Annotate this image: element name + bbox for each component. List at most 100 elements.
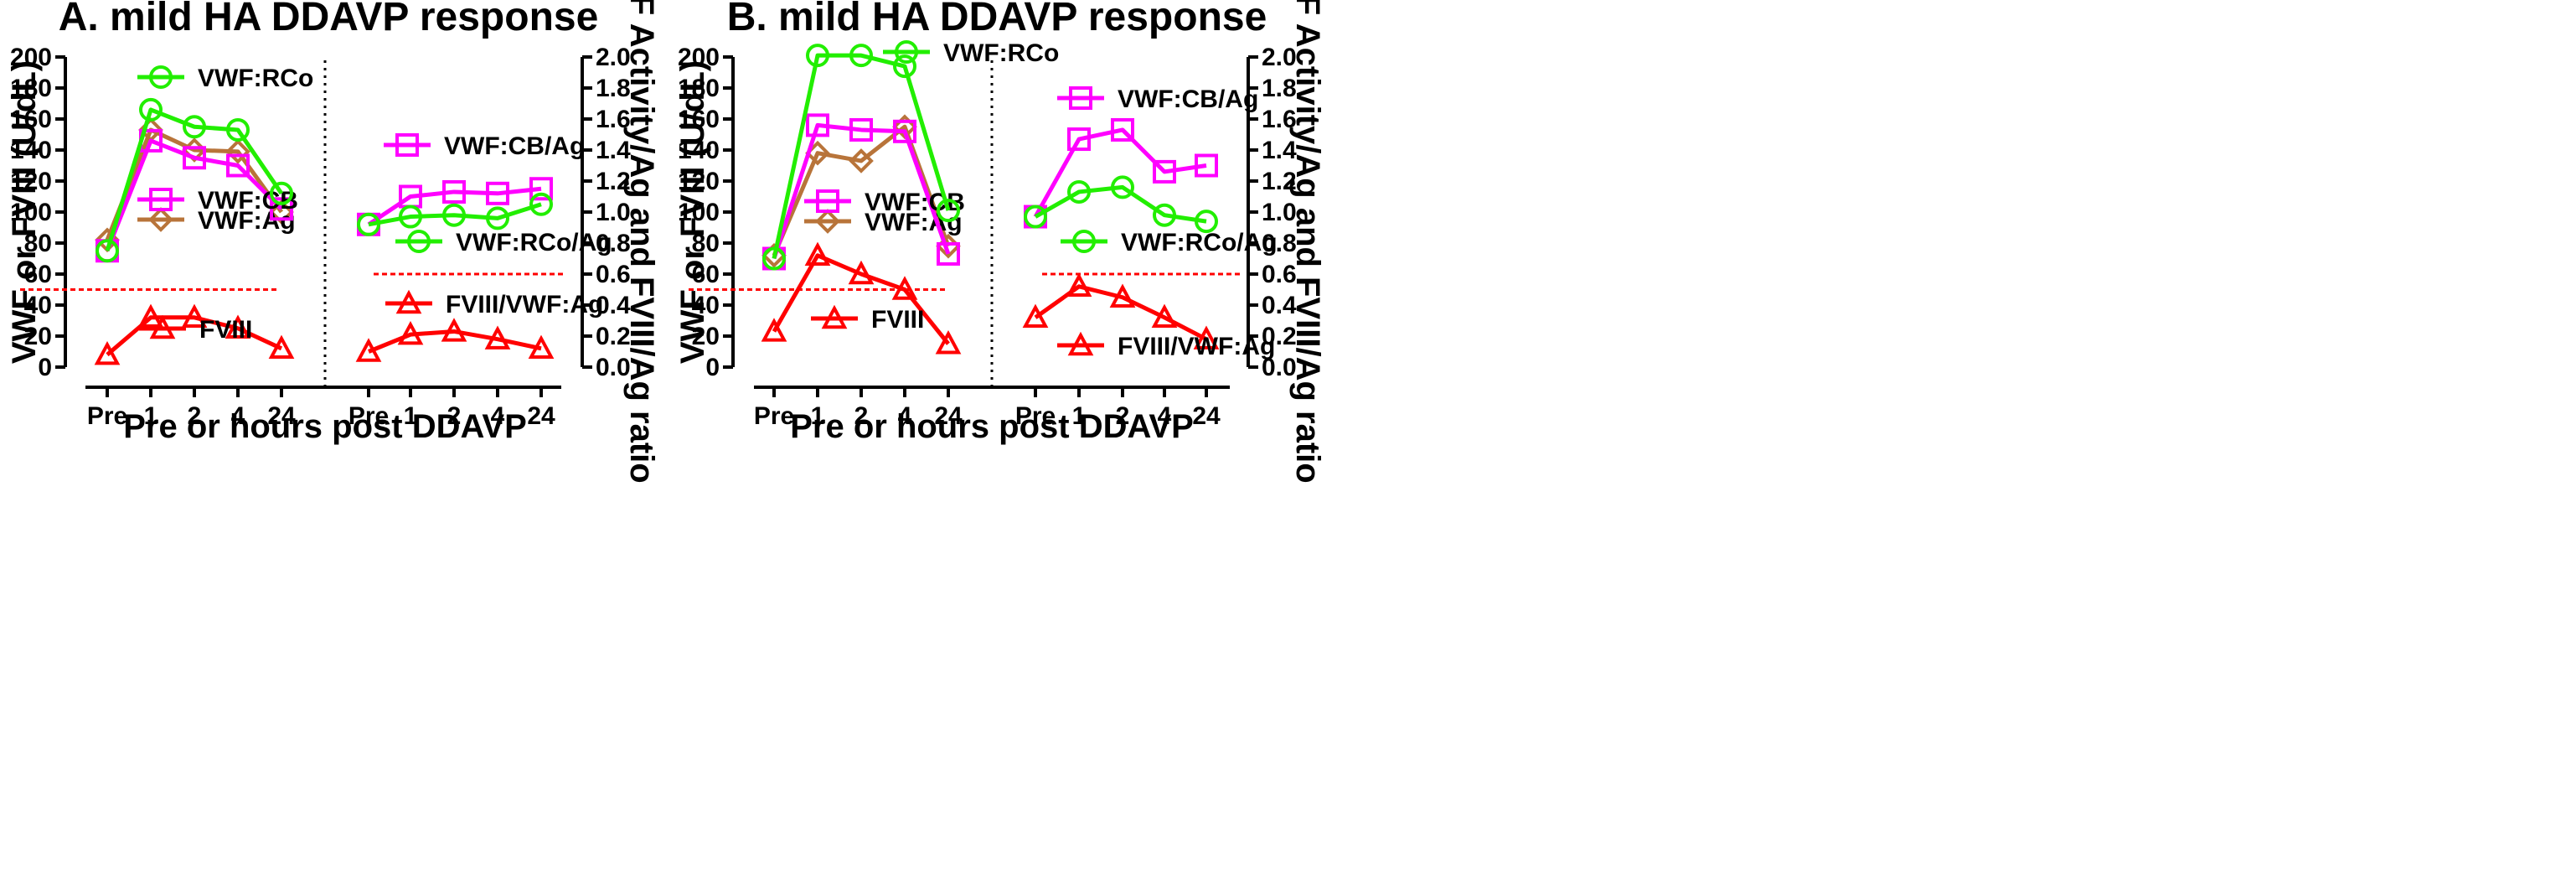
series-line-vwf-cb-ag — [1033, 127, 1207, 218]
legend-entry-vwf-rco: VWF:RCo — [883, 39, 1059, 67]
series-line-vwf-rco — [772, 53, 951, 260]
data-point-fviii-vwf-ag — [528, 334, 555, 359]
x-tick-label: 1 — [811, 402, 825, 430]
data-point-fviii-vwf-ag — [441, 318, 467, 342]
left-tick-label: 40 — [24, 292, 52, 319]
x-tick-label: 2 — [447, 402, 462, 430]
data-point-fviii-vwf-ag — [484, 325, 511, 349]
left-tick-label: 140 — [678, 137, 720, 164]
data-point-fviii — [137, 303, 164, 328]
legend-label: VWF:CB/Ag — [444, 132, 585, 160]
right-tick-label: 0.0 — [1262, 354, 1297, 381]
data-point-vwf-rco — [762, 246, 786, 271]
legend-label: FVIII — [199, 316, 252, 344]
series-line-fviii — [772, 253, 950, 345]
series-line-vwf-rco-ag — [368, 202, 542, 227]
legend-entry-vwf-cb-ag: VWF:CB/Ag — [1057, 85, 1258, 113]
series-line-vwf-rco — [105, 107, 284, 251]
data-point-vwf-rco-ag — [357, 212, 380, 236]
data-point-vwf-cb-ag — [486, 181, 509, 205]
data-point-fviii — [225, 314, 251, 339]
legend-marker — [395, 133, 419, 157]
series-line-vwf-rco-ag — [1034, 184, 1207, 224]
x-tick-label: Pre — [1015, 402, 1056, 430]
right-tick-label: 0.4 — [1262, 292, 1297, 319]
legend-marker — [1072, 230, 1096, 253]
chart-panel-a: A. mild HA DDAVP response020406080100120… — [6, 0, 660, 484]
left-tick-label: 100 — [10, 199, 52, 226]
right-tick-label: 1.4 — [1262, 137, 1297, 164]
data-point-vwf-ag — [269, 199, 294, 225]
legend-marker — [1067, 331, 1094, 356]
series-vwf-rco-ag — [1024, 175, 1218, 234]
data-point-fviii-vwf-ag — [1151, 303, 1178, 328]
chart-title: B. mild HA DDAVP response — [727, 0, 1267, 39]
left-tick-label: 0 — [38, 354, 52, 381]
data-point-vwf-rco-ag — [399, 205, 422, 229]
left-tick-label: 20 — [24, 323, 52, 350]
legend-label: VWF:RCo — [198, 65, 313, 92]
legend-marker — [821, 304, 848, 329]
series-line-fviii-vwf-ag — [368, 329, 542, 354]
x-tick-label: 1 — [404, 402, 418, 430]
x-tick-label: 4 — [898, 402, 912, 430]
left-tick-label: 140 — [10, 137, 52, 164]
data-point-vwf-rco — [96, 239, 119, 263]
left-tick-label: 120 — [10, 168, 52, 195]
x-tick-label: Pre — [87, 402, 127, 430]
legend-label: VWF:RCo/Ag — [456, 229, 612, 256]
legend-label: VWF:CB — [198, 187, 298, 215]
right-tick-label: 0.2 — [1262, 323, 1297, 350]
legend-entry-vwf-rco: VWF:RCo — [137, 65, 313, 92]
data-point-fviii-vwf-ag — [1022, 303, 1049, 328]
data-point-vwf-cb-ag — [1195, 153, 1218, 178]
right-tick-label: 0.6 — [596, 261, 631, 288]
legend-label: FVIII/VWF:Ag — [446, 291, 603, 318]
right-tick-label: 1.6 — [1262, 106, 1297, 133]
data-point-vwf-cb — [806, 113, 829, 137]
data-point-vwf-rco-ag — [442, 203, 466, 227]
legend-marker — [895, 40, 918, 64]
data-point-vwf-rco-ag — [1067, 179, 1091, 204]
x-tick-label: 24 — [1192, 402, 1221, 430]
data-point-fviii — [761, 318, 787, 342]
series-vwf-rco-ag — [357, 192, 553, 236]
data-point-vwf-cb — [270, 197, 293, 221]
series-line-fviii-vwf-ag — [1034, 284, 1208, 341]
series-line-vwf-cb — [105, 138, 283, 252]
x-tick-label: 2 — [188, 402, 202, 430]
left-tick-label: 180 — [678, 75, 720, 102]
legend-marker — [395, 289, 422, 314]
data-point-fviii — [848, 260, 875, 285]
data-point-vwf-cb-ag — [1067, 127, 1091, 152]
legend-entry-vwf-rco-ag: VWF:RCo/Ag — [395, 229, 612, 256]
data-point-vwf-rco-ag — [529, 192, 553, 216]
data-point-fviii — [935, 330, 962, 355]
data-point-vwf-ag — [225, 139, 250, 164]
legend-marker — [407, 230, 431, 253]
x-tick-label: 2 — [854, 402, 869, 430]
data-point-vwf-rco — [893, 54, 916, 79]
x-tick-label: Pre — [348, 402, 389, 430]
left-tick-label: 80 — [692, 230, 720, 257]
x-tick-label: 2 — [1116, 402, 1130, 430]
data-point-vwf-rco — [226, 117, 250, 142]
right-tick-label: 0.2 — [596, 323, 631, 350]
x-tick-label: Pre — [754, 402, 794, 430]
left-tick-label: 120 — [678, 168, 720, 195]
data-point-vwf-cb-ag — [529, 177, 553, 201]
data-point-vwf-rco — [183, 115, 206, 139]
chart-title: A. mild HA DDAVP response — [59, 0, 599, 39]
data-point-fviii-vwf-ag — [1066, 272, 1092, 297]
legend-marker — [149, 188, 173, 211]
right-tick-label: 2.0 — [1262, 44, 1297, 71]
left-tick-label: 180 — [10, 75, 52, 102]
data-point-vwf-rco — [139, 97, 163, 122]
right-tick-label: 1.0 — [1262, 199, 1297, 226]
data-point-vwf-cb — [849, 117, 873, 142]
series-fviii-vwf-ag — [355, 318, 555, 362]
x-tick-label: 4 — [231, 402, 245, 430]
legend-label: VWF:CB/Ag — [1118, 85, 1258, 113]
data-point-fviii — [94, 340, 121, 365]
right-tick-label: 0.6 — [1262, 261, 1297, 288]
